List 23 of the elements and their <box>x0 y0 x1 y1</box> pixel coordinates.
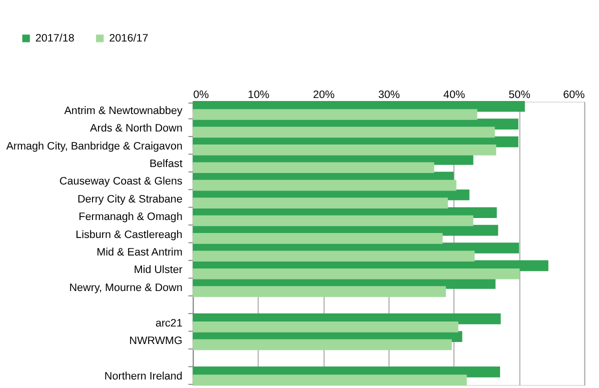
y-tick-label: Northern Ireland <box>104 370 182 382</box>
y-tick-label: Mid Ulster <box>134 264 183 276</box>
y-tick-label: Derry City & Strabane <box>77 193 182 206</box>
y-tick-label: Fermanagh & Omagh <box>78 211 182 224</box>
legend-label: 2016/17 <box>109 32 148 44</box>
y-tick-label: arc21 <box>155 317 182 330</box>
legend-label: 2017/18 <box>35 32 74 44</box>
x-tick-label: 60% <box>563 89 586 102</box>
y-tick-label: Newry, Mourne & Down <box>69 282 182 294</box>
y-tick-label: Mid & East Antrim <box>96 246 182 259</box>
x-tick-label: 50% <box>508 89 531 102</box>
x-tick-label: 20% <box>312 89 335 102</box>
y-tick-label: NWRWMG <box>129 335 182 348</box>
x-tick-label: 0% <box>193 89 210 102</box>
y-tick-label: Causeway Coast & Glens <box>59 176 184 188</box>
x-tick-label: 40% <box>443 89 466 102</box>
y-tick-label: Armagh City, Banbridge & Craigavon <box>6 140 182 152</box>
x-tick-label: 30% <box>378 89 400 102</box>
y-tick-label: Antrim & Newtownabbey <box>64 104 184 117</box>
y-tick-label: Ards & North Down <box>90 122 182 135</box>
y-tick-label: Lisburn & Castlereagh <box>76 228 182 241</box>
x-tick-label: 10% <box>248 89 270 102</box>
y-tick-label: Belfast <box>149 158 182 170</box>
